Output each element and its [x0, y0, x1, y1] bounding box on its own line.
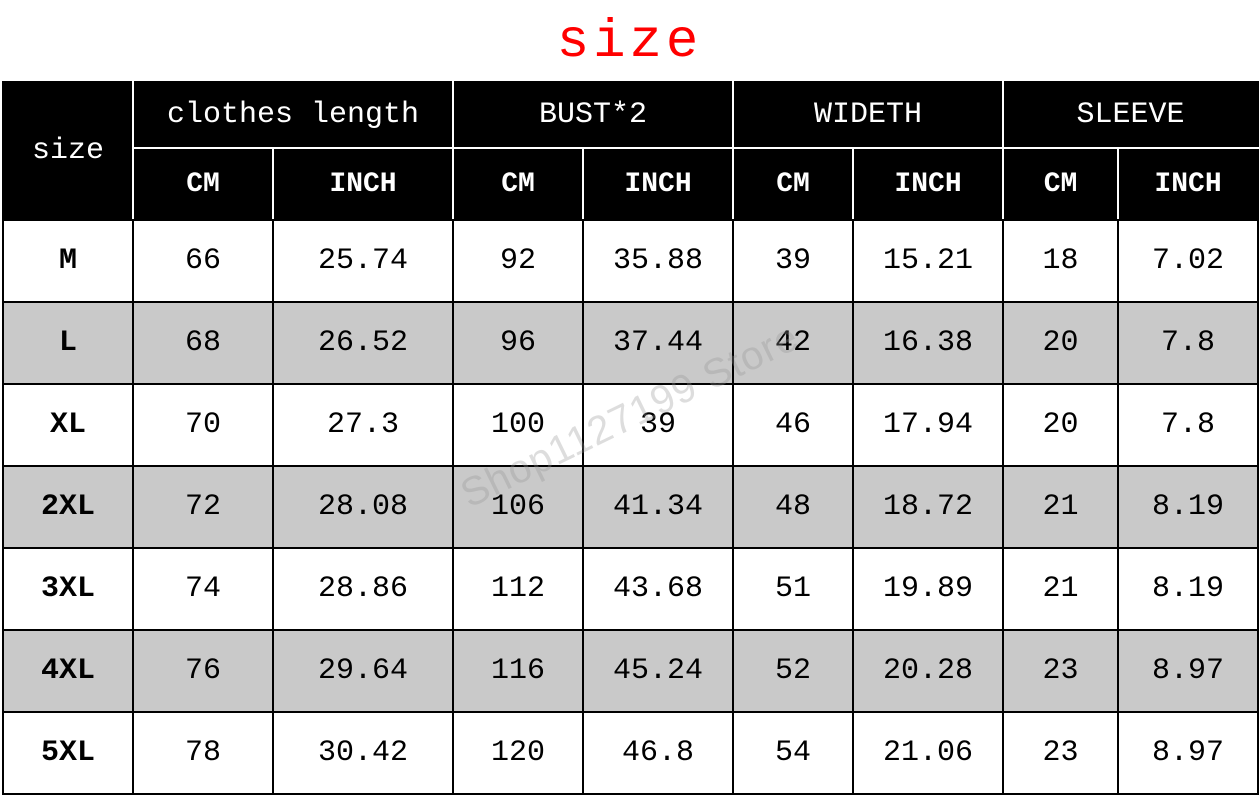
cell-slv-in: 8.19 — [1118, 548, 1258, 630]
table-row: 3XL 74 28.86 112 43.68 51 19.89 21 8.19 — [3, 548, 1258, 630]
cell-slv-cm: 23 — [1003, 712, 1118, 794]
cell-wid-in: 20.28 — [853, 630, 1003, 712]
table-row: L 68 26.52 96 37.44 42 16.38 20 7.8 — [3, 302, 1258, 384]
cell-bust-cm: 116 — [453, 630, 583, 712]
cell-bust-cm: 100 — [453, 384, 583, 466]
cell-wid-in: 19.89 — [853, 548, 1003, 630]
table-row: XL 70 27.3 100 39 46 17.94 20 7.8 — [3, 384, 1258, 466]
cell-len-cm: 72 — [133, 466, 273, 548]
cell-len-cm: 78 — [133, 712, 273, 794]
cell-slv-in: 8.97 — [1118, 712, 1258, 794]
cell-wid-cm: 39 — [733, 220, 853, 302]
cell-bust-in: 41.34 — [583, 466, 733, 548]
cell-size: 5XL — [3, 712, 133, 794]
cell-bust-cm: 92 — [453, 220, 583, 302]
cell-bust-cm: 96 — [453, 302, 583, 384]
cell-slv-cm: 23 — [1003, 630, 1118, 712]
hdr-wid-cm: CM — [733, 148, 853, 220]
cell-bust-in: 45.24 — [583, 630, 733, 712]
cell-slv-in: 7.8 — [1118, 384, 1258, 466]
cell-slv-cm: 21 — [1003, 548, 1118, 630]
cell-size: M — [3, 220, 133, 302]
cell-wid-in: 17.94 — [853, 384, 1003, 466]
cell-len-in: 28.86 — [273, 548, 453, 630]
cell-bust-cm: 120 — [453, 712, 583, 794]
cell-slv-cm: 20 — [1003, 302, 1118, 384]
cell-wid-in: 15.21 — [853, 220, 1003, 302]
cell-size: 3XL — [3, 548, 133, 630]
cell-len-cm: 70 — [133, 384, 273, 466]
cell-bust-in: 46.8 — [583, 712, 733, 794]
cell-len-cm: 76 — [133, 630, 273, 712]
hdr-len-cm: CM — [133, 148, 273, 220]
hdr-slv-in: INCH — [1118, 148, 1258, 220]
cell-slv-cm: 21 — [1003, 466, 1118, 548]
hdr-bust-cm: CM — [453, 148, 583, 220]
hdr-clothes-length: clothes length — [133, 82, 453, 148]
table-row: 2XL 72 28.08 106 41.34 48 18.72 21 8.19 — [3, 466, 1258, 548]
cell-bust-in: 35.88 — [583, 220, 733, 302]
hdr-bust: BUST*2 — [453, 82, 733, 148]
cell-wid-cm: 51 — [733, 548, 853, 630]
table-row: 4XL 76 29.64 116 45.24 52 20.28 23 8.97 — [3, 630, 1258, 712]
cell-len-cm: 74 — [133, 548, 273, 630]
hdr-bust-in: INCH — [583, 148, 733, 220]
cell-slv-cm: 18 — [1003, 220, 1118, 302]
cell-len-cm: 68 — [133, 302, 273, 384]
cell-slv-cm: 20 — [1003, 384, 1118, 466]
cell-len-cm: 66 — [133, 220, 273, 302]
cell-bust-in: 39 — [583, 384, 733, 466]
table-row: M 66 25.74 92 35.88 39 15.21 18 7.02 — [3, 220, 1258, 302]
hdr-size: size — [3, 82, 133, 220]
cell-size: 4XL — [3, 630, 133, 712]
cell-len-in: 25.74 — [273, 220, 453, 302]
hdr-width: WIDETH — [733, 82, 1003, 148]
cell-slv-in: 8.19 — [1118, 466, 1258, 548]
cell-slv-in: 8.97 — [1118, 630, 1258, 712]
cell-wid-cm: 54 — [733, 712, 853, 794]
cell-wid-in: 18.72 — [853, 466, 1003, 548]
cell-wid-in: 16.38 — [853, 302, 1003, 384]
cell-wid-cm: 46 — [733, 384, 853, 466]
cell-bust-cm: 106 — [453, 466, 583, 548]
cell-len-in: 26.52 — [273, 302, 453, 384]
hdr-wid-in: INCH — [853, 148, 1003, 220]
cell-bust-in: 37.44 — [583, 302, 733, 384]
cell-wid-in: 21.06 — [853, 712, 1003, 794]
cell-size: 2XL — [3, 466, 133, 548]
cell-slv-in: 7.02 — [1118, 220, 1258, 302]
cell-bust-in: 43.68 — [583, 548, 733, 630]
size-chart-container: size size clothes length BUST*2 WIDETH S… — [0, 0, 1259, 800]
cell-len-in: 30.42 — [273, 712, 453, 794]
cell-len-in: 28.08 — [273, 466, 453, 548]
cell-wid-cm: 48 — [733, 466, 853, 548]
hdr-len-in: INCH — [273, 148, 453, 220]
table-row: 5XL 78 30.42 120 46.8 54 21.06 23 8.97 — [3, 712, 1258, 794]
cell-wid-cm: 52 — [733, 630, 853, 712]
cell-bust-cm: 112 — [453, 548, 583, 630]
size-table: size clothes length BUST*2 WIDETH SLEEVE… — [2, 81, 1259, 795]
chart-title: size — [0, 0, 1259, 81]
hdr-sleeve: SLEEVE — [1003, 82, 1258, 148]
hdr-slv-cm: CM — [1003, 148, 1118, 220]
cell-len-in: 27.3 — [273, 384, 453, 466]
cell-wid-cm: 42 — [733, 302, 853, 384]
cell-slv-in: 7.8 — [1118, 302, 1258, 384]
cell-size: XL — [3, 384, 133, 466]
cell-size: L — [3, 302, 133, 384]
cell-len-in: 29.64 — [273, 630, 453, 712]
